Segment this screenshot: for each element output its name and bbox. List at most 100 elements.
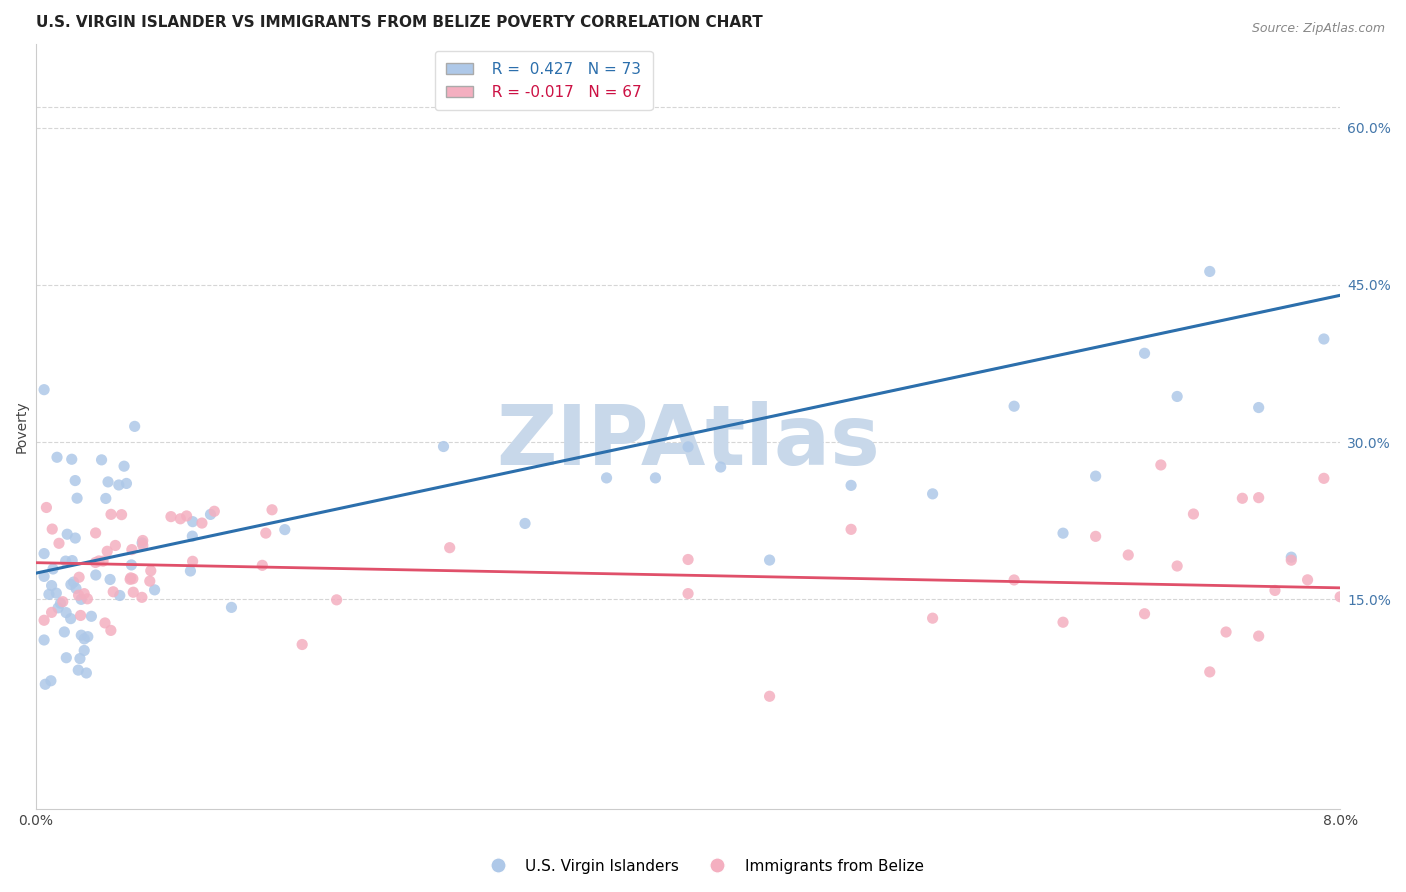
Point <box>35 500 58 515</box>
Point <box>1133 607 1156 621</box>
Point <box>1313 332 1336 346</box>
Point <box>94 615 117 630</box>
Point <box>84 525 107 540</box>
Point <box>96 544 118 558</box>
Point <box>1002 573 1025 587</box>
Point <box>60 452 83 467</box>
Point <box>112 459 135 474</box>
Point <box>76 591 98 606</box>
Point <box>97 475 120 489</box>
Point <box>90 453 112 467</box>
Point <box>124 419 146 434</box>
Point <box>121 572 143 586</box>
Point <box>65 531 87 545</box>
Point <box>41 578 63 592</box>
Point <box>32 613 55 627</box>
Point <box>432 440 454 454</box>
Point <box>260 503 283 517</box>
Point <box>1002 399 1025 413</box>
Point <box>176 508 198 523</box>
Point <box>34 677 56 691</box>
Point <box>100 508 122 522</box>
Point <box>115 476 138 491</box>
Text: Source: ZipAtlas.com: Source: ZipAtlas.com <box>1251 22 1385 36</box>
Point <box>32 632 55 647</box>
Point <box>103 584 125 599</box>
Point <box>70 628 93 642</box>
Point <box>254 526 277 541</box>
Point <box>181 515 204 529</box>
Legend: U.S. Virgin Islanders, Immigrants from Belize: U.S. Virgin Islanders, Immigrants from B… <box>477 853 929 880</box>
Point <box>1215 625 1237 640</box>
Point <box>52 595 75 609</box>
Point <box>122 585 145 599</box>
Point <box>73 632 96 646</box>
Point <box>73 587 96 601</box>
Point <box>48 536 70 550</box>
Point <box>55 554 77 568</box>
Point <box>70 592 93 607</box>
Point <box>91 554 114 568</box>
Point <box>1166 559 1188 574</box>
Point <box>1133 346 1156 360</box>
Point <box>80 609 103 624</box>
Point <box>132 539 155 553</box>
Point <box>42 562 65 576</box>
Point <box>41 522 63 536</box>
Point <box>1166 389 1188 403</box>
Point <box>676 552 699 566</box>
Point <box>132 533 155 548</box>
Point <box>758 690 780 704</box>
Point <box>644 471 666 485</box>
Point <box>63 474 86 488</box>
Point <box>75 665 97 680</box>
Point <box>325 592 347 607</box>
Point <box>46 450 69 465</box>
Point <box>181 529 204 543</box>
Point <box>120 571 142 585</box>
Point <box>1247 491 1270 505</box>
Point <box>839 522 862 536</box>
Point <box>107 478 129 492</box>
Point <box>1116 548 1139 562</box>
Text: ZIPAtlas: ZIPAtlas <box>496 401 880 483</box>
Point <box>595 471 617 485</box>
Point <box>1084 469 1107 483</box>
Point <box>121 542 143 557</box>
Point <box>32 569 55 583</box>
Point <box>1182 507 1205 521</box>
Point <box>1084 529 1107 543</box>
Point <box>84 568 107 582</box>
Point <box>1052 615 1074 630</box>
Y-axis label: Poverty: Poverty <box>15 400 30 452</box>
Point <box>1247 629 1270 643</box>
Point <box>120 572 142 586</box>
Point <box>67 663 90 677</box>
Point <box>87 554 110 568</box>
Point <box>94 491 117 506</box>
Point <box>59 577 82 591</box>
Point <box>513 516 536 531</box>
Point <box>73 643 96 657</box>
Point <box>758 553 780 567</box>
Point <box>274 523 297 537</box>
Point <box>131 591 153 605</box>
Point <box>1329 590 1351 604</box>
Point <box>676 586 699 600</box>
Point <box>710 460 733 475</box>
Point <box>76 630 98 644</box>
Point <box>69 651 91 665</box>
Point <box>41 606 63 620</box>
Point <box>221 600 243 615</box>
Point <box>53 624 76 639</box>
Point <box>1232 491 1254 506</box>
Point <box>139 564 162 578</box>
Point <box>139 574 162 588</box>
Point <box>104 538 127 552</box>
Point <box>65 582 87 596</box>
Point <box>179 564 201 578</box>
Point <box>291 638 314 652</box>
Point <box>1296 573 1319 587</box>
Point <box>1279 553 1302 567</box>
Point <box>49 596 72 610</box>
